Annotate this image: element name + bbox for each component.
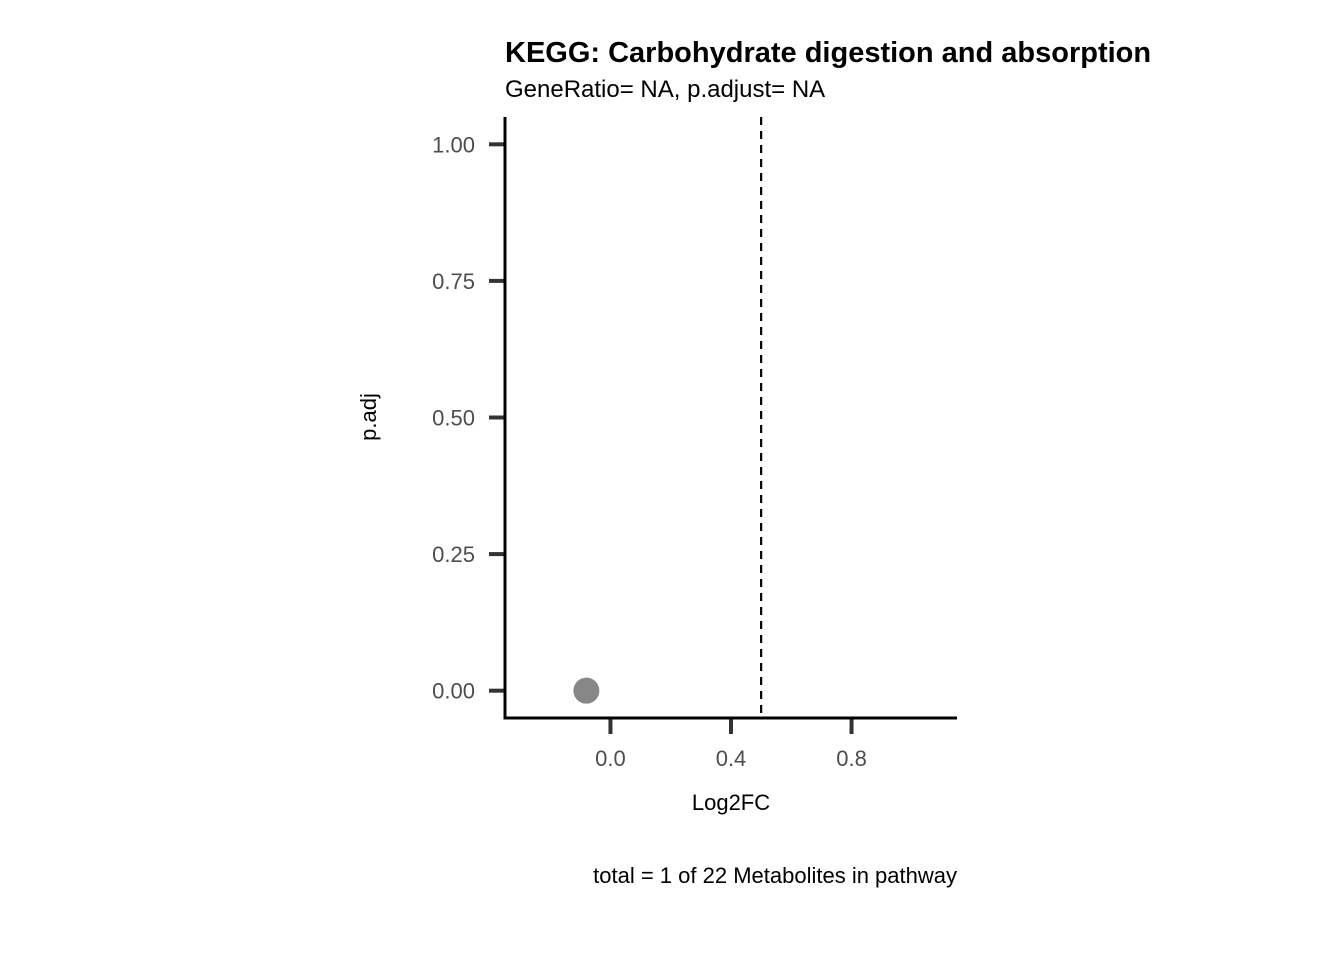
x-axis-title: Log2FC xyxy=(692,790,770,815)
data-point xyxy=(573,677,600,704)
x-tick-label: 0.4 xyxy=(716,746,747,771)
data-points xyxy=(573,677,600,704)
y-tick-label: 1.00 xyxy=(432,132,475,157)
chart-caption: total = 1 of 22 Metabolites in pathway xyxy=(593,863,957,888)
chart-subtitle: GeneRatio= NA, p.adjust= NA xyxy=(505,76,825,103)
x-tick-label: 0.0 xyxy=(595,746,626,771)
y-tick-label: 0.00 xyxy=(432,679,475,704)
y-tick-label: 0.25 xyxy=(432,542,475,567)
y-axis-ticks: 0.00 0.25 0.50 0.75 1.00 xyxy=(432,132,505,704)
y-axis-title: p.adj xyxy=(356,393,381,441)
y-tick-label: 0.75 xyxy=(432,269,475,294)
x-axis-ticks: 0.0 0.4 0.8 xyxy=(595,718,867,771)
x-tick-label: 0.8 xyxy=(836,746,867,771)
chart-title: KEGG: Carbohydrate digestion and absorpt… xyxy=(505,37,1151,69)
y-tick-label: 0.50 xyxy=(432,406,475,431)
